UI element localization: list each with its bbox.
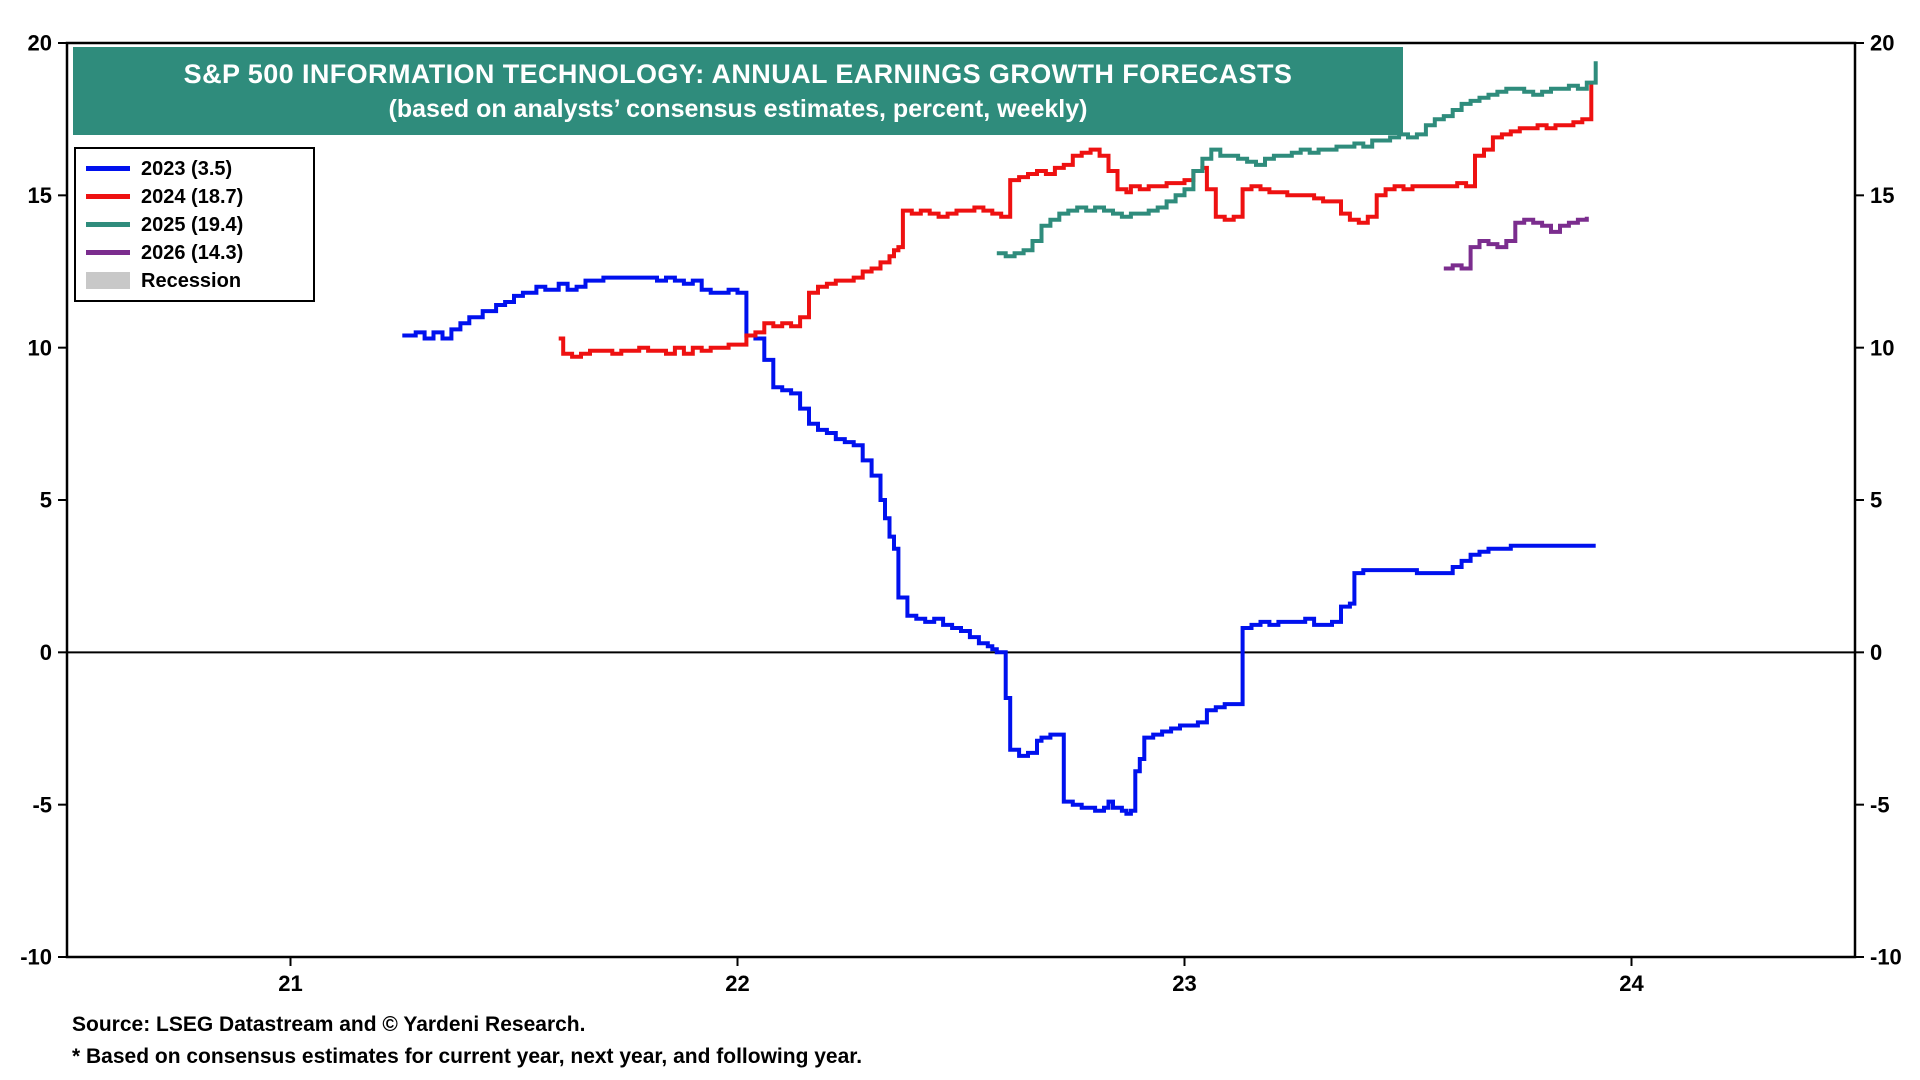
x-axis-tick-label: 24 — [1619, 971, 1644, 996]
legend-label: 2024 (18.7) — [141, 185, 244, 208]
y-axis-tick-label: -5 — [1870, 792, 1890, 817]
chart-title: S&P 500 INFORMATION TECHNOLOGY: ANNUAL E… — [183, 58, 1293, 89]
legend-item: 2025 (19.4) — [86, 212, 301, 237]
y-axis-tick-label: 15 — [1870, 183, 1894, 208]
series-line-2023 — [402, 275, 1596, 816]
series-line-2024 — [558, 82, 1594, 359]
legend-swatch — [86, 166, 130, 171]
y-axis-tick-label: 20 — [1870, 31, 1894, 56]
chart-legend: 2023 (3.5) 2024 (18.7) 2025 (19.4) 2026 (14… — [74, 147, 315, 302]
source-note: Source: LSEG Datastream and © Yardeni Re… — [72, 1013, 586, 1036]
legend-label: Recession — [141, 269, 242, 292]
legend-label: 2023 (3.5) — [141, 157, 233, 180]
legend-swatch — [86, 222, 130, 227]
y-axis-tick-label: 5 — [1870, 488, 1882, 513]
y-axis-tick-label: -10 — [20, 945, 52, 970]
y-axis-tick-label: 10 — [1870, 335, 1894, 360]
y-axis-tick-label: -10 — [1870, 945, 1902, 970]
y-axis-tick-label: 10 — [28, 335, 52, 360]
chart-subtitle: (based on analysts’ consensus estimates,… — [388, 94, 1088, 123]
y-axis-tick-label: 5 — [40, 488, 52, 513]
legend-item: 2023 (3.5) — [86, 156, 301, 181]
legend-item: Recession — [86, 268, 301, 293]
legend-label: 2026 (14.3) — [141, 241, 244, 264]
x-axis-tick-label: 23 — [1172, 971, 1196, 996]
legend-swatch — [86, 194, 130, 199]
y-axis-tick-label: -5 — [32, 792, 52, 817]
legend-item: 2024 (18.7) — [86, 184, 301, 209]
legend-item: 2026 (14.3) — [86, 240, 301, 265]
chart-title-banner: S&P 500 INFORMATION TECHNOLOGY: ANNUAL E… — [73, 47, 1403, 135]
y-axis-tick-label: 15 — [28, 183, 52, 208]
legend-label: 2025 (19.4) — [141, 213, 244, 236]
legend-swatch — [86, 250, 130, 255]
x-axis-tick-label: 21 — [278, 971, 302, 996]
series-line-2025 — [996, 61, 1598, 259]
x-axis-tick-label: 22 — [725, 971, 749, 996]
y-axis-tick-label: 0 — [1870, 640, 1882, 665]
plot-frame — [65, 41, 1857, 959]
legend-swatch — [86, 272, 130, 289]
series-line-2026 — [1443, 216, 1589, 271]
y-axis-tick-label: 0 — [40, 640, 52, 665]
y-axis-tick-label: 20 — [28, 31, 52, 56]
footnote: * Based on consensus estimates for curre… — [72, 1045, 863, 1068]
